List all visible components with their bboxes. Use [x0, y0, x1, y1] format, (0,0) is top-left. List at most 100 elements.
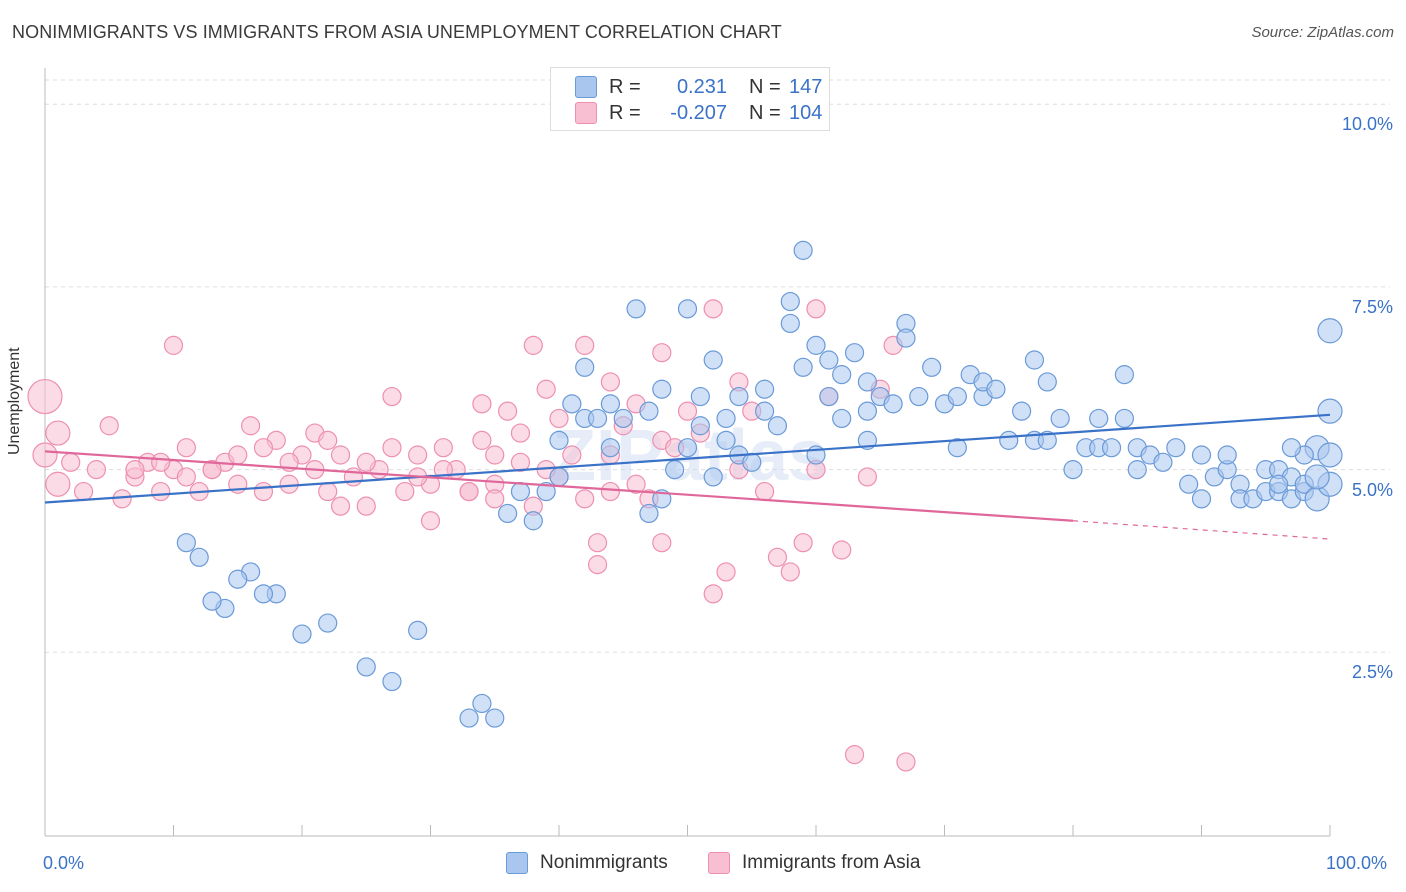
nonimmigrant-point — [677, 438, 698, 458]
immigrant-point — [510, 452, 531, 472]
correlation-legend: R = 0.231 N = 147 R = -0.207 N = 104 — [550, 67, 830, 131]
y-tick-label: 5.0% — [1351, 479, 1393, 500]
immigrant-point — [844, 745, 865, 765]
nonimmigrant-point — [613, 408, 633, 429]
legend-n-value: 147 — [789, 75, 823, 98]
trend-line-nonimmigrants — [44, 413, 1331, 504]
legend-r-value: -0.207 — [670, 101, 727, 124]
immigrant-point — [600, 372, 621, 392]
immigrant-point — [99, 416, 119, 436]
legend-swatch-blue — [575, 76, 597, 98]
nonimmigrant-point — [999, 430, 1019, 450]
nonimmigrant-point — [1317, 318, 1343, 344]
nonimmigrant-point — [639, 401, 659, 421]
nonimmigrant-point — [947, 438, 967, 458]
nonimmigrant-point — [228, 569, 248, 589]
nonimmigrant-point — [754, 379, 775, 399]
legend-r-label: R = — [609, 101, 641, 124]
immigrant-point — [241, 416, 261, 436]
nonimmigrant-point — [485, 708, 505, 728]
source-label: Source: ZipAtlas.com — [1251, 24, 1394, 41]
immigrant-point — [318, 481, 338, 502]
y-tick-label: 10.0% — [1341, 114, 1393, 135]
nonimmigrant-point — [536, 481, 556, 502]
immigrant-point — [330, 496, 351, 516]
legend-item-immigrants[interactable]: Immigrants from Asia — [708, 852, 920, 874]
immigrant-point — [330, 445, 351, 465]
nonimmigrant-point — [857, 401, 878, 421]
immigrant-point — [562, 445, 582, 465]
immigrant-point — [857, 467, 878, 487]
immigrant-point — [32, 442, 58, 468]
nonimmigrant-point — [1089, 408, 1109, 429]
legend-item-nonimmigrants[interactable]: Nonimmigrants — [506, 852, 668, 874]
immigrant-point — [176, 438, 196, 458]
nonimmigrant-point — [472, 693, 492, 714]
nonimmigrant-point — [1317, 398, 1343, 424]
legend-swatch-pink — [708, 852, 730, 874]
nonimmigrant-point — [819, 386, 839, 407]
immigrant-point — [318, 430, 338, 450]
nonimmigrant-point — [690, 386, 710, 407]
nonimmigrant-point — [639, 503, 659, 524]
immigrant-point — [202, 460, 222, 480]
legend-r-value: 0.231 — [676, 75, 727, 98]
y-tick-label: 2.5% — [1351, 662, 1393, 683]
immigrant-point — [754, 481, 775, 502]
immigrant-point — [420, 511, 441, 531]
x-tick-label-min: 0.0% — [43, 853, 85, 873]
immigrant-point — [86, 460, 107, 480]
y-axis-label: Unemployment — [6, 347, 23, 455]
nonimmigrant-point — [677, 299, 698, 319]
nonimmigrant-point — [1304, 464, 1330, 490]
nonimmigrant-point — [729, 386, 749, 407]
immigrant-point — [677, 401, 698, 421]
nonimmigrant-point — [587, 408, 608, 429]
immigrant-point — [112, 489, 132, 509]
immigrant-point — [356, 496, 376, 516]
immigrant-point — [151, 481, 171, 502]
immigrant-point — [523, 335, 543, 355]
immigrant-point — [652, 343, 672, 363]
nonimmigrant-point — [922, 357, 942, 377]
immigrant-point — [61, 452, 81, 472]
nonimmigrant-point — [600, 438, 621, 458]
nonimmigrant-point — [716, 408, 736, 429]
nonimmigrant-point — [806, 335, 826, 355]
immigrant-point — [408, 445, 428, 465]
nonimmigrant-point — [716, 430, 736, 450]
nonimmigrant-point — [382, 671, 402, 692]
legend-n-value: 104 — [789, 101, 823, 124]
nonimmigrant-point — [1063, 460, 1083, 480]
nonimmigrant-point — [1050, 408, 1070, 429]
trend-lines — [44, 413, 1331, 540]
nonimmigrant-point — [832, 408, 852, 429]
series-immigrants-points — [27, 299, 916, 772]
immigrant-point — [356, 452, 376, 472]
legend-n-label: N = — [749, 75, 781, 98]
immigrant-point — [343, 467, 363, 487]
nonimmigrant-point — [318, 613, 338, 633]
legend-swatch-pink — [575, 102, 597, 124]
nonimmigrant-point — [1114, 365, 1135, 385]
nonimmigrant-point — [857, 430, 878, 450]
immigrant-point — [536, 379, 556, 399]
immigrant-point — [151, 452, 171, 472]
immigrant-point — [587, 555, 608, 575]
nonimmigrant-point — [703, 350, 723, 370]
y-tick-label: 7.5% — [1351, 296, 1393, 317]
nonimmigrant-point — [292, 624, 312, 644]
nonimmigrant-point — [1317, 442, 1343, 468]
nonimmigrant-point — [652, 379, 672, 399]
nonimmigrant-point — [459, 708, 479, 728]
nonimmigrant-point — [1281, 438, 1302, 458]
nonimmigrant-point — [909, 386, 929, 407]
immigrant-point — [163, 335, 184, 355]
nonimmigrant-point — [498, 503, 518, 524]
nonimmigrant-point — [1191, 489, 1212, 509]
nonimmigrant-point — [575, 357, 595, 377]
immigrant-point — [703, 584, 723, 604]
trend-line-immigrants-extrapolated — [1072, 520, 1331, 540]
immigrant-point — [382, 438, 402, 458]
